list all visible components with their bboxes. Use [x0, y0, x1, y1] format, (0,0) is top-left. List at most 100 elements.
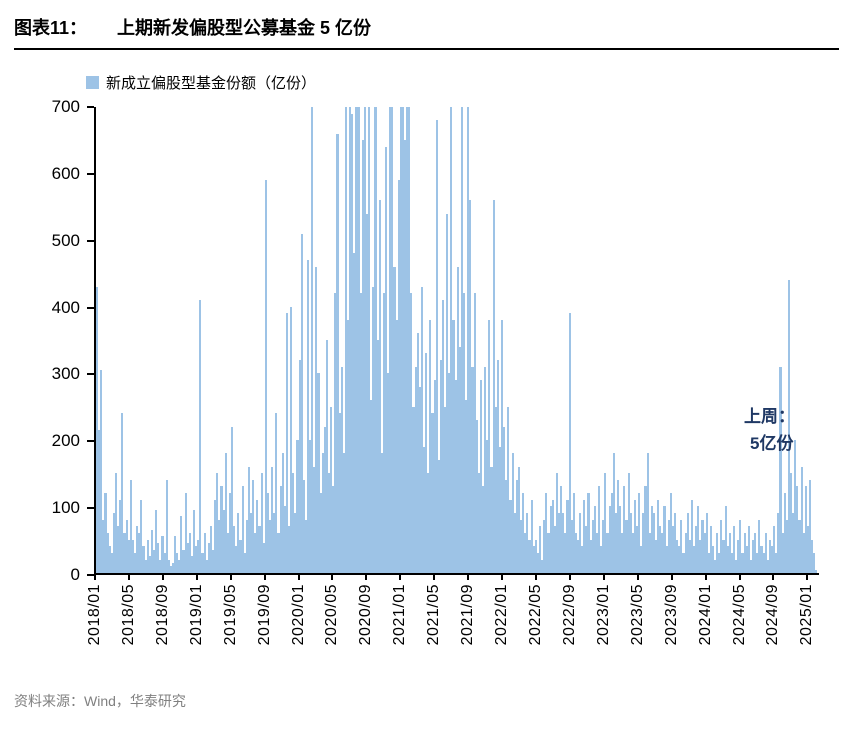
x-tick-label: 2025/01 — [798, 584, 816, 646]
bar — [579, 513, 582, 573]
bar — [671, 526, 674, 573]
bar — [798, 519, 801, 573]
y-tick — [87, 106, 94, 108]
bar — [159, 559, 162, 573]
bar — [190, 556, 194, 573]
bar — [507, 406, 510, 573]
bar — [515, 479, 518, 573]
x-tick-label: 2022/05 — [526, 584, 544, 646]
legend-swatch-icon — [86, 76, 99, 89]
bar — [290, 306, 293, 573]
x-tick-label: 2019/01 — [187, 584, 205, 646]
bar — [562, 513, 565, 573]
bar — [165, 479, 168, 573]
chart-label: 图表11： — [14, 18, 88, 38]
bar — [482, 486, 485, 573]
bar — [378, 200, 381, 573]
bar — [283, 506, 286, 573]
bar — [387, 373, 390, 573]
bar — [629, 513, 632, 573]
bar — [733, 526, 736, 573]
bar — [644, 486, 647, 573]
bar — [560, 486, 563, 573]
bar — [587, 493, 590, 573]
bar — [692, 546, 696, 573]
y-tick-label: 300 — [51, 364, 80, 384]
bar — [460, 107, 464, 573]
bar — [429, 320, 432, 573]
bar — [469, 200, 472, 573]
bar — [380, 453, 383, 573]
bar — [207, 543, 210, 573]
bar — [304, 519, 307, 573]
x-tick-label: 2019/09 — [255, 584, 273, 646]
bar — [492, 200, 495, 573]
bar — [425, 353, 428, 573]
bar — [252, 479, 255, 573]
bar — [494, 406, 497, 573]
bar — [216, 473, 219, 573]
bar — [328, 473, 331, 573]
bar — [519, 519, 523, 573]
bar — [811, 539, 814, 573]
bar — [228, 493, 231, 573]
bar-series — [96, 107, 819, 573]
x-tick — [738, 575, 741, 580]
bar — [684, 533, 687, 573]
bar — [678, 546, 681, 573]
bar — [422, 446, 426, 573]
bar — [749, 559, 753, 573]
bar — [564, 533, 567, 573]
bar — [606, 533, 609, 573]
x-tick — [94, 575, 97, 580]
x-tick — [670, 575, 673, 580]
y-tick — [87, 574, 94, 576]
bar — [271, 466, 274, 573]
bar — [602, 519, 605, 573]
y-tick — [87, 440, 94, 443]
bar — [794, 439, 797, 573]
bar — [621, 533, 624, 573]
bar — [574, 533, 577, 573]
y-tick — [87, 373, 94, 376]
bar — [598, 486, 601, 573]
bar — [676, 539, 679, 573]
bar — [496, 359, 499, 573]
bar — [209, 526, 213, 573]
x-tick-label: 2018/01 — [86, 584, 104, 646]
bar — [389, 107, 392, 573]
bar — [680, 519, 683, 573]
bar — [323, 426, 326, 573]
bar — [397, 180, 400, 573]
bar — [155, 509, 158, 573]
bar — [714, 559, 717, 573]
bar — [728, 533, 731, 573]
bar — [382, 293, 385, 573]
bar — [781, 533, 784, 573]
bar — [368, 107, 371, 573]
bar — [235, 546, 238, 573]
bar — [661, 533, 664, 573]
bar — [604, 473, 607, 573]
x-tick — [399, 575, 402, 580]
bar — [140, 499, 143, 573]
bar — [349, 107, 352, 573]
bar — [465, 399, 468, 573]
bar — [311, 107, 314, 573]
bar — [395, 320, 398, 573]
x-tick-label: 2022/01 — [493, 584, 511, 646]
bar — [336, 133, 339, 573]
bar — [174, 536, 177, 573]
bar — [513, 513, 516, 573]
bar — [222, 509, 225, 573]
x-tick-label: 2019/05 — [221, 584, 239, 646]
bar — [239, 539, 242, 573]
bar — [815, 569, 818, 573]
bar — [152, 549, 156, 573]
bar — [431, 413, 434, 573]
bar — [121, 413, 124, 573]
bar — [617, 479, 620, 573]
bar — [764, 533, 767, 573]
bar — [758, 519, 761, 573]
bar — [614, 513, 618, 573]
